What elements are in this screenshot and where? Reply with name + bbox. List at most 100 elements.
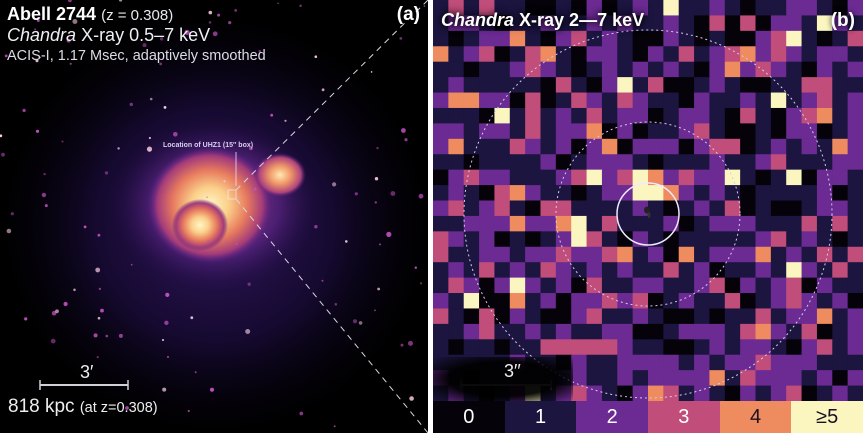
count-pixel	[678, 138, 695, 155]
count-pixel	[801, 61, 818, 78]
count-pixel	[448, 138, 465, 155]
count-pixel	[740, 370, 756, 386]
count-pixel	[740, 339, 756, 356]
count-pixel	[601, 293, 618, 309]
count-pixel	[571, 185, 587, 201]
count-pixel	[448, 308, 465, 325]
point-source	[50, 338, 56, 344]
point-source	[249, 146, 253, 151]
count-pixel	[770, 138, 787, 155]
count-pixel	[571, 0, 587, 16]
count-pixel	[617, 308, 634, 325]
count-pixel	[617, 200, 634, 217]
point-source	[149, 97, 153, 101]
count-pixel	[786, 323, 802, 340]
cluster-title: Abell 2744 (z = 0.308)	[7, 4, 174, 24]
count-pixel	[433, 215, 449, 232]
count-pixel	[448, 262, 465, 279]
count-pixel	[816, 385, 833, 401]
count-pixel	[724, 308, 741, 325]
count-pixel	[509, 46, 526, 63]
count-pixel	[709, 61, 726, 78]
count-pixel	[632, 0, 649, 16]
count-pixel	[832, 169, 849, 186]
count-pixel	[586, 77, 603, 93]
count-pixel	[632, 200, 649, 217]
count-pixel	[617, 92, 634, 109]
count-pixel	[509, 107, 526, 124]
count-pixel	[663, 77, 680, 93]
count-pixel	[724, 61, 741, 78]
count-pixel	[740, 200, 756, 217]
count-pixel	[770, 323, 787, 340]
count-pixel	[617, 354, 634, 371]
count-pixel	[724, 0, 741, 16]
count-pixel	[525, 231, 541, 248]
count-pixel	[479, 169, 495, 186]
count-pixel	[786, 77, 802, 93]
point-source	[253, 187, 257, 191]
count-pixel	[694, 262, 710, 279]
count-pixel	[448, 92, 465, 109]
count-pixel	[540, 0, 557, 16]
count-pixel	[494, 200, 511, 217]
count-pixel	[433, 0, 449, 16]
zoom-guide-line-top	[235, 0, 428, 191]
point-source	[24, 317, 28, 321]
count-pixel	[847, 339, 863, 356]
count-pixel	[525, 215, 541, 232]
count-pixel	[709, 277, 726, 294]
point-source	[223, 180, 226, 183]
count-pixel	[847, 0, 863, 16]
count-pixel	[801, 154, 818, 171]
count-pixel	[601, 262, 618, 279]
count-pixel	[755, 138, 772, 155]
point-source	[207, 240, 210, 243]
count-pixel	[601, 215, 618, 232]
xray-cluster-image	[0, 0, 428, 433]
point-source	[35, 129, 40, 133]
count-pixel	[571, 154, 587, 171]
count-pixel	[601, 61, 618, 78]
count-pixel	[555, 200, 572, 217]
count-pixel	[448, 323, 465, 340]
count-pixel	[724, 92, 741, 109]
count-pixel	[694, 61, 710, 78]
count-pixel	[694, 169, 710, 186]
count-pixel	[801, 138, 818, 155]
count-pixel	[463, 262, 480, 279]
count-pixel	[494, 154, 511, 171]
count-pixel	[525, 30, 541, 47]
count-pixel	[494, 293, 511, 309]
point-source	[173, 132, 178, 137]
count-pixel	[601, 200, 618, 217]
panel-a-abell2744-image: Abell 2744 (z = 0.308) Chandra X-ray 0.5…	[0, 0, 428, 433]
count-pixel	[494, 92, 511, 109]
count-pixel	[648, 154, 664, 171]
count-pixel	[555, 30, 572, 47]
count-pixel	[509, 293, 526, 309]
point-source	[61, 140, 64, 143]
count-pixel	[586, 385, 603, 401]
count-pixel	[832, 385, 849, 401]
count-pixel	[448, 185, 465, 201]
point-source	[97, 233, 101, 237]
count-pixel	[479, 92, 495, 109]
count-pixel	[801, 262, 818, 279]
point-source	[419, 282, 423, 285]
scale-distance-a: 818 kpc (at z=0.308)	[8, 396, 158, 417]
count-pixel	[740, 123, 756, 140]
count-pixel	[678, 185, 695, 201]
point-source	[277, 2, 279, 5]
count-pixel	[632, 262, 649, 279]
count-pixel	[786, 231, 802, 248]
count-pixel	[816, 107, 833, 124]
count-pixel	[433, 262, 449, 279]
count-pixel	[601, 308, 618, 325]
count-pixel	[755, 262, 772, 279]
count-pixel	[525, 323, 541, 340]
count-pixel	[678, 215, 695, 232]
count-pixel	[801, 308, 818, 325]
count-pixel	[463, 246, 480, 263]
count-pixel	[832, 354, 849, 371]
